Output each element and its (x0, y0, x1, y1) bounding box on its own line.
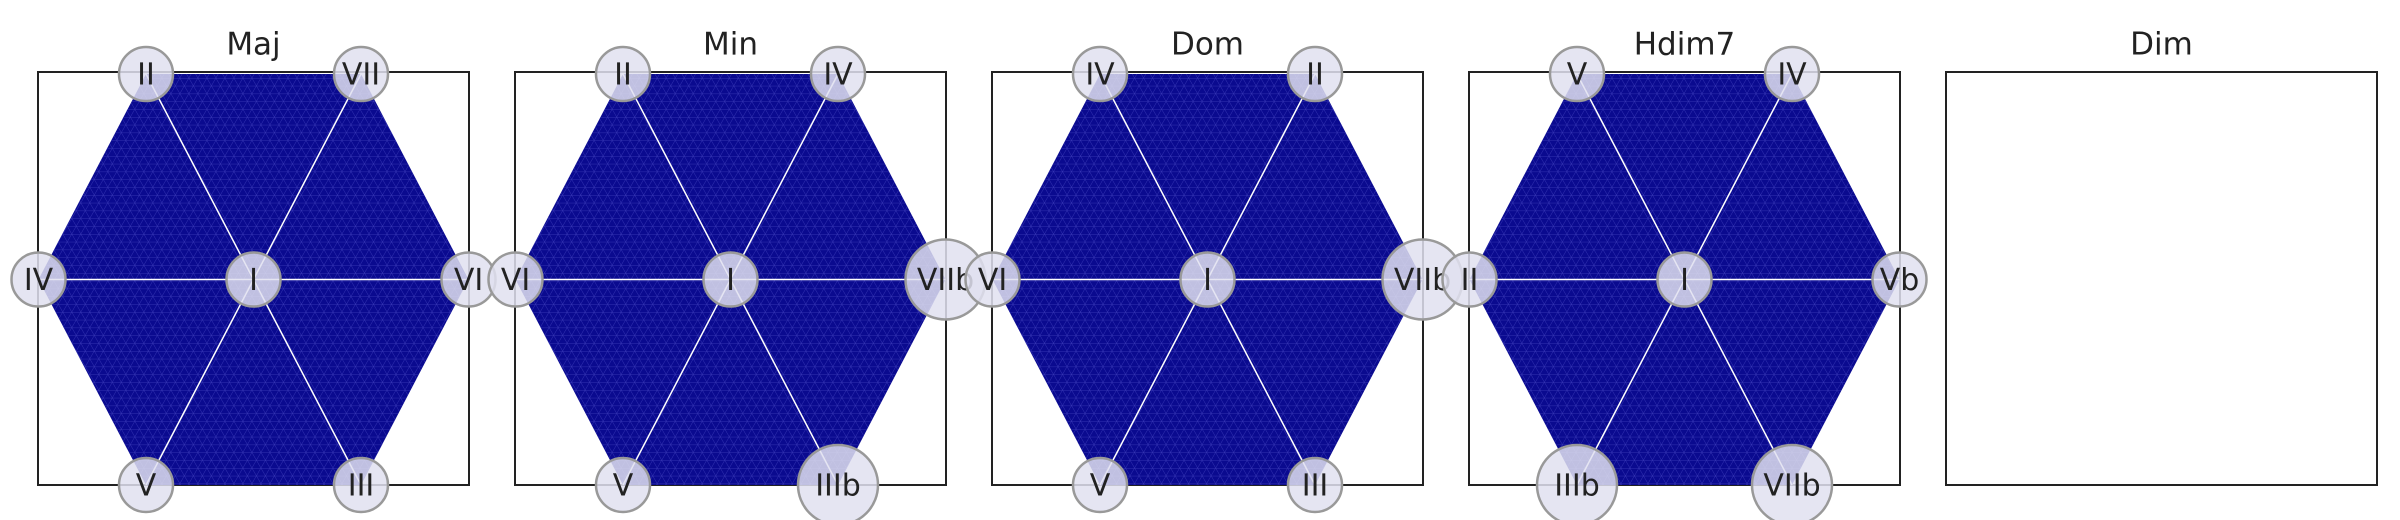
node-label: IV (1085, 58, 1115, 93)
node-circle (225, 251, 282, 308)
node-label: II (1461, 263, 1479, 298)
node-circle (1071, 456, 1129, 514)
node-circle (809, 45, 867, 103)
node-label: II (614, 58, 632, 93)
node-label: IV (1777, 58, 1807, 93)
node-circle (1179, 251, 1236, 308)
node-circle (1548, 45, 1606, 103)
node-circle (487, 251, 544, 308)
panel-title: Dim (2130, 27, 2193, 63)
node-circle (1763, 45, 1821, 103)
node-label: IIIb (815, 469, 861, 504)
node-label: VI (978, 263, 1007, 298)
panel-title: Maj (226, 27, 280, 63)
node-label: VI (454, 263, 483, 298)
node-label: I (726, 263, 735, 298)
node-label: VII (342, 58, 380, 93)
node-label: I (1680, 263, 1689, 298)
node-circle (1286, 45, 1344, 103)
node-label: I (1203, 263, 1212, 298)
node-circle (796, 443, 880, 520)
node-circle (117, 45, 175, 103)
panel-title: Min (703, 27, 758, 63)
node-circle (594, 45, 652, 103)
panel-title: Hdim7 (1634, 27, 1736, 63)
node-label: V (1567, 58, 1588, 93)
node-circle (1535, 443, 1619, 520)
node-circle (332, 456, 390, 514)
node-label: I (249, 263, 258, 298)
node-circle (117, 456, 175, 514)
node-circle (702, 251, 759, 308)
panel-title: Dom (1171, 27, 1244, 63)
node-label: VI (501, 263, 530, 298)
panel-frame (1945, 71, 2378, 486)
node-label: V (1090, 469, 1111, 504)
node-label: III (348, 469, 375, 504)
node-circle (1071, 45, 1129, 103)
node-circle (964, 251, 1021, 308)
node-label: II (1306, 58, 1324, 93)
node-label: IIIb (1554, 469, 1600, 504)
node-label: II (137, 58, 155, 93)
node-circle (1656, 251, 1713, 308)
node-circle (1286, 456, 1344, 514)
node-circle (1441, 251, 1498, 308)
node-label: IV (823, 58, 853, 93)
node-label: Vb (1880, 263, 1920, 298)
node-label: III (1302, 469, 1329, 504)
node-circle (332, 45, 390, 103)
node-circle (1871, 251, 1928, 308)
node-label: IV (24, 263, 54, 298)
node-circle (1750, 443, 1834, 520)
node-label: V (136, 469, 157, 504)
node-circle (10, 251, 67, 308)
node-label: V (613, 469, 634, 504)
node-circle (594, 456, 652, 514)
node-label: VIIb (1763, 469, 1820, 504)
